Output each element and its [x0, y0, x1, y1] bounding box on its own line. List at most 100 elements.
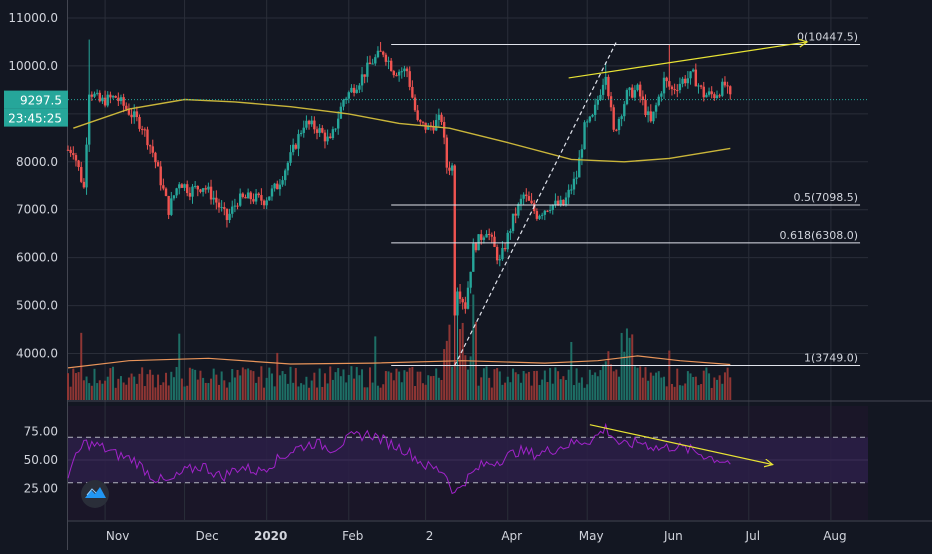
volume-bar	[660, 377, 663, 400]
volume-bar	[98, 380, 101, 400]
last-price-tag	[4, 90, 68, 109]
candle-body	[85, 144, 88, 188]
volume-bar	[472, 294, 475, 400]
candle-body	[265, 200, 268, 206]
candle-body	[726, 85, 729, 87]
volume-bar	[85, 376, 88, 400]
candle-body	[564, 197, 568, 206]
volume-bar	[398, 371, 401, 400]
candle-body	[315, 129, 319, 133]
volume-bar	[82, 380, 85, 400]
volume-bar	[427, 375, 430, 400]
candle-body	[405, 68, 409, 72]
volume-bar	[162, 382, 165, 400]
volume-bar	[514, 372, 517, 400]
volume-bar	[151, 374, 154, 400]
volume-bar	[257, 376, 260, 400]
volume-bar	[570, 341, 573, 400]
volume-bar	[549, 368, 552, 400]
volume-bar	[665, 386, 668, 400]
price-tick-label: 6000.0	[16, 251, 58, 265]
candle-body	[660, 93, 663, 97]
volume-bar	[496, 367, 499, 400]
candle-body	[458, 291, 462, 299]
volume-bar	[119, 376, 122, 400]
volume-bar	[337, 368, 340, 400]
candle-body	[117, 97, 120, 102]
candle-body	[461, 298, 464, 303]
volume-bar	[612, 371, 615, 400]
candle-body	[278, 184, 282, 190]
time-tick-label: 2	[426, 529, 434, 543]
volume-bar	[382, 384, 385, 400]
volume-bar	[268, 367, 271, 400]
volume-bar	[310, 380, 313, 400]
candle-body	[646, 111, 650, 116]
candle-body	[193, 185, 197, 187]
price-tick-label: 8000.0	[16, 155, 58, 169]
volume-bar	[647, 380, 650, 400]
volume-bar	[241, 367, 244, 400]
volume-bar	[440, 379, 443, 400]
volume-bar	[392, 380, 395, 400]
candle-body	[114, 95, 117, 98]
candle-body	[270, 188, 274, 197]
candle-body	[432, 126, 435, 131]
candle-body	[93, 93, 96, 97]
volume-bar	[522, 370, 525, 400]
candle-body	[416, 110, 419, 120]
volume-bar	[210, 378, 213, 400]
volume-bar	[215, 374, 218, 400]
candle-body	[681, 78, 684, 84]
candle-body	[665, 77, 668, 82]
volume-bar	[361, 369, 364, 400]
volume-bar	[138, 373, 141, 400]
candle-body	[676, 90, 679, 92]
candle-body	[133, 111, 136, 118]
candle-body	[501, 247, 504, 260]
volume-bar	[604, 361, 607, 400]
volume-bar	[713, 377, 716, 400]
volume-bar	[625, 328, 628, 400]
candle-body	[371, 63, 374, 65]
volume-bar	[329, 366, 332, 400]
volume-bar	[400, 382, 403, 400]
time-tick-label: Jul	[745, 529, 760, 543]
volume-bar	[72, 368, 75, 400]
candle-body	[207, 186, 210, 190]
candle-body	[368, 62, 372, 65]
volume-bar	[464, 355, 467, 400]
volume-bar	[530, 385, 533, 400]
candle-body	[273, 183, 276, 189]
candle-body	[252, 199, 255, 202]
volume-bar	[429, 376, 432, 400]
candle-body	[514, 213, 517, 216]
candle-body	[379, 50, 382, 52]
volume-bar	[546, 382, 549, 400]
candle-body	[546, 210, 549, 212]
candles	[66, 39, 732, 366]
candle-body	[220, 207, 223, 209]
volume-bar	[278, 375, 281, 400]
volume-bar	[77, 372, 80, 400]
volume-bar	[527, 371, 530, 400]
volume-bar	[702, 370, 705, 400]
volume-bar	[130, 373, 133, 400]
candle-body	[291, 144, 295, 153]
candle-body	[591, 114, 594, 117]
volume-bar	[135, 383, 138, 400]
candle-body	[562, 199, 565, 206]
candle-body	[625, 90, 629, 105]
volume-bar	[125, 384, 128, 400]
volume-bar	[636, 367, 639, 400]
volume-bar	[167, 385, 170, 400]
volume-bar	[416, 371, 419, 400]
volume-bar	[93, 368, 96, 400]
time-tick-label: Nov	[106, 529, 129, 543]
candle-body	[554, 200, 557, 205]
volume-bar	[567, 369, 570, 400]
volume-bar	[284, 374, 287, 400]
candle-body	[164, 188, 168, 197]
